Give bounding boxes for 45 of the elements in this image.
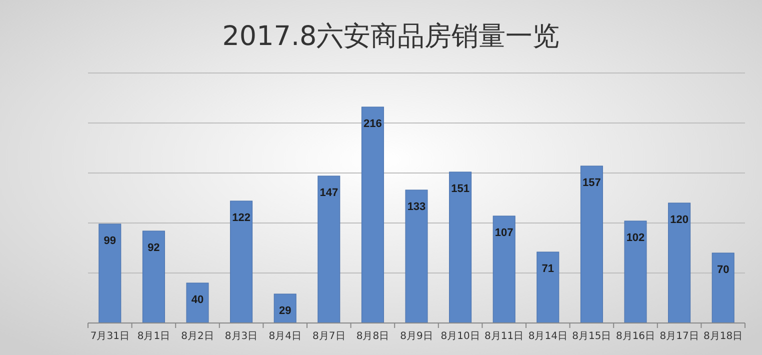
x-tick-label: 8月14日 [528, 331, 568, 342]
x-tick-label: 8月8日 [356, 331, 390, 342]
bar [230, 200, 253, 324]
bar [668, 202, 691, 324]
data-label: 151 [451, 183, 470, 195]
x-tick-label: 8月4日 [268, 331, 302, 342]
bar [361, 106, 384, 324]
bar [186, 282, 209, 324]
x-tick-label: 8月10日 [440, 331, 480, 342]
x-tick-label: 7月31日 [90, 331, 130, 342]
x-tick-label: 8月15日 [572, 331, 612, 342]
data-label: 133 [407, 201, 426, 213]
bar [712, 252, 734, 324]
data-label: 216 [364, 118, 382, 130]
x-tick-label: 8月18日 [704, 331, 743, 342]
x-tick-label: 8月17日 [660, 331, 699, 342]
data-label: 99 [104, 235, 116, 247]
x-tick-label: 8月3日 [224, 331, 258, 342]
bar [624, 220, 647, 324]
chart-title: 2017.8六安商品房销量一览 [222, 21, 560, 52]
bar [492, 216, 516, 324]
x-tick-label: 8月16日 [616, 331, 656, 342]
data-label: 102 [626, 232, 645, 244]
data-label: 157 [582, 177, 601, 189]
x-tick-label: 8月2日 [181, 331, 214, 342]
x-tick-label: 8月9日 [400, 331, 433, 342]
x-tick-label: 8月1日 [137, 331, 170, 342]
bar [580, 166, 603, 324]
data-label: 107 [494, 227, 514, 239]
bar [142, 230, 165, 324]
bar [536, 252, 560, 324]
data-label: 40 [191, 294, 204, 306]
data-label: 29 [278, 305, 292, 317]
bar [318, 176, 340, 324]
data-label: 122 [232, 212, 250, 224]
bar [98, 224, 122, 324]
bar [405, 190, 428, 324]
data-label: 92 [148, 242, 160, 254]
data-label: 71 [542, 263, 554, 275]
data-label: 70 [716, 264, 730, 276]
bar [449, 172, 472, 324]
x-tick-label: 8月11日 [484, 331, 524, 342]
data-label: 147 [320, 187, 338, 199]
data-label: 120 [670, 214, 688, 226]
x-tick-label: 8月7日 [312, 331, 346, 342]
